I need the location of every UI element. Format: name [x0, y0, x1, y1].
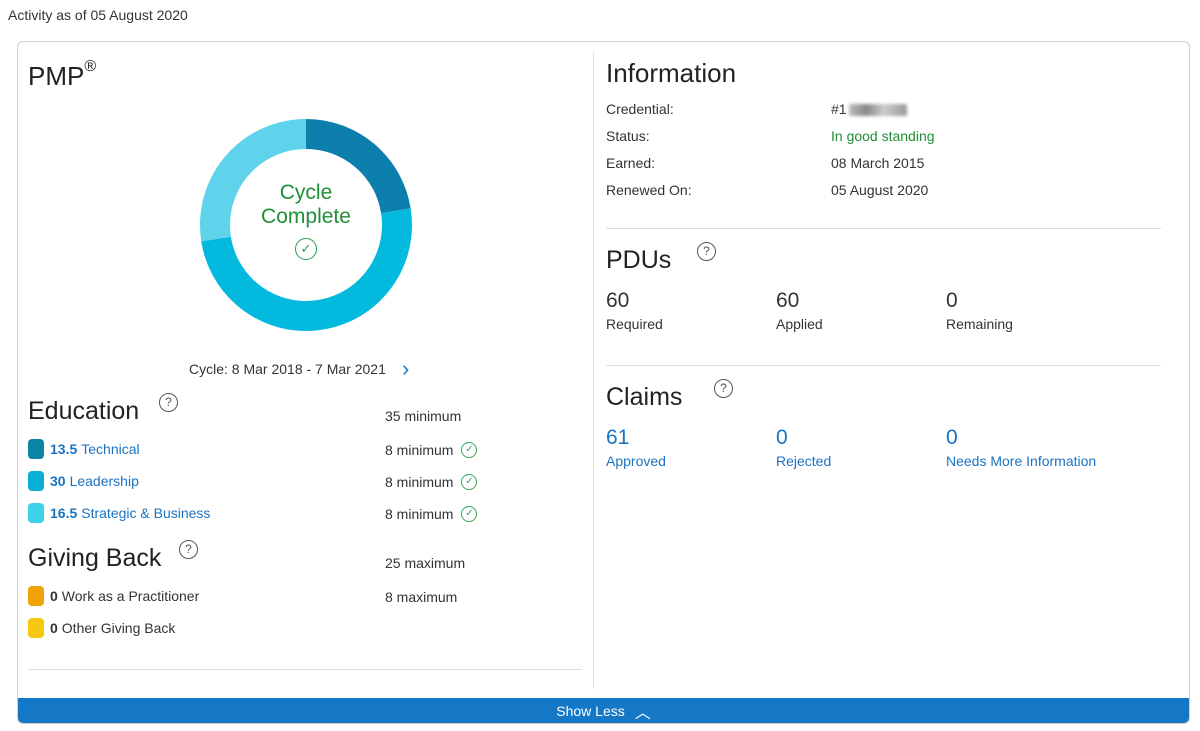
credential-value: #1 — [831, 101, 907, 117]
earned-label: Earned: — [606, 155, 656, 171]
donut-svg — [200, 119, 412, 331]
certification-title: PMP® — [28, 58, 96, 92]
registered-mark: ® — [84, 58, 97, 75]
pdus-applied-value: 60 — [776, 289, 800, 312]
claims-rejected-label[interactable]: Rejected — [776, 453, 832, 469]
renewed-value: 05 August 2020 — [831, 182, 929, 198]
education-help-icon[interactable]: ? — [159, 393, 178, 412]
strategic-label[interactable]: Strategic & Business — [81, 505, 211, 521]
info-divider — [606, 228, 1161, 229]
giving-back-help-icon[interactable]: ? — [179, 540, 198, 559]
strategic-requirement-text: 8 minimum — [385, 506, 454, 522]
other-giving-label: Other Giving Back — [61, 620, 176, 636]
giving-item-other: 0 Other Giving Back — [28, 617, 175, 639]
technical-requirement: 8 minimum ✓ — [385, 442, 478, 458]
leadership-requirement: 8 minimum ✓ — [385, 474, 478, 490]
technical-check-icon: ✓ — [461, 442, 478, 458]
practitioner-requirement: 8 maximum — [385, 589, 458, 605]
education-heading: Education — [28, 397, 140, 425]
strategic-check-icon: ✓ — [461, 506, 478, 522]
pdus-remaining-label: Remaining — [946, 316, 1013, 332]
education-item-leadership[interactable]: 30 Leadership — [28, 470, 139, 492]
credential-label: Credential: — [606, 101, 674, 117]
claims-rejected-value[interactable]: 0 — [776, 426, 788, 449]
pdus-required-value: 60 — [606, 289, 630, 312]
leadership-swatch — [28, 471, 44, 491]
pdus-applied-label: Applied — [776, 316, 823, 332]
cycle-status-line1: Cycle — [279, 181, 333, 204]
claims-heading: Claims — [606, 383, 683, 411]
pdus-heading: PDUs — [606, 246, 672, 274]
activity-date-text: Activity as of 05 August 2020 — [8, 7, 188, 23]
certification-card: PMP® Cycle Complete ✓ Cycle: 8 Mar 2018 … — [17, 41, 1190, 724]
leadership-value[interactable]: 30 — [50, 473, 66, 489]
education-item-strategic[interactable]: 16.5 Strategic & Business — [28, 502, 210, 524]
education-item-technical[interactable]: 13.5 Technical — [28, 438, 140, 460]
strategic-value[interactable]: 16.5 — [50, 505, 78, 521]
claims-needs-info-label[interactable]: Needs More Information — [946, 453, 1097, 469]
pdus-required-label: Required — [606, 316, 663, 332]
giving-back-heading: Giving Back — [28, 544, 162, 572]
technical-swatch — [28, 439, 44, 459]
technical-value[interactable]: 13.5 — [50, 441, 78, 457]
strategic-requirement: 8 minimum ✓ — [385, 506, 478, 522]
education-requirement: 35 minimum — [385, 408, 462, 424]
certification-name: PMP — [28, 61, 85, 91]
panel-divider — [593, 52, 594, 689]
donut-slice-strategic-business — [200, 119, 412, 331]
credential-number: #1 — [831, 101, 847, 117]
strategic-swatch — [28, 503, 44, 523]
certification-panel: PMP® Cycle Complete ✓ Cycle: 8 Mar 2018 … — [18, 42, 592, 700]
practitioner-value: 0 — [50, 588, 58, 604]
cycle-status-text: Cycle Complete — [200, 181, 412, 229]
giving-item-practitioner: 0 Work as a Practitioner — [28, 585, 199, 607]
practitioner-label: Work as a Practitioner — [61, 588, 200, 604]
left-bottom-divider — [28, 669, 582, 670]
other-giving-swatch — [28, 618, 44, 638]
information-heading: Information — [606, 58, 737, 88]
pdus-remaining-value: 0 — [946, 289, 958, 312]
claims-approved-label[interactable]: Approved — [606, 453, 666, 469]
show-less-label: Show Less — [556, 702, 625, 719]
show-less-button[interactable]: Show Less ︿ — [18, 698, 1189, 723]
earned-value: 08 March 2015 — [831, 155, 925, 171]
details-panel: Information Credential: #1 Status: In go… — [594, 42, 1189, 700]
status-value: In good standing — [831, 128, 935, 144]
renewed-label: Renewed On: — [606, 182, 692, 198]
cycle-range-text: Cycle: 8 Mar 2018 - 7 Mar 2021 — [189, 361, 386, 377]
claims-help-icon[interactable]: ? — [714, 379, 733, 398]
technical-requirement-text: 8 minimum — [385, 442, 454, 458]
pdus-help-icon[interactable]: ? — [697, 242, 716, 261]
practitioner-swatch — [28, 586, 44, 606]
leadership-label[interactable]: Leadership — [69, 473, 139, 489]
cycle-donut-chart: Cycle Complete ✓ — [200, 119, 412, 331]
cycle-status-line2: Complete — [261, 205, 351, 228]
status-label: Status: — [606, 128, 650, 144]
leadership-requirement-text: 8 minimum — [385, 474, 454, 490]
leadership-check-icon: ✓ — [461, 474, 478, 490]
credential-redacted — [848, 104, 907, 117]
cycle-complete-check-icon: ✓ — [295, 238, 317, 260]
pdus-divider — [606, 365, 1161, 366]
giving-back-requirement: 25 maximum — [385, 555, 466, 571]
chevron-right-icon[interactable]: › — [402, 356, 410, 381]
other-giving-value: 0 — [50, 620, 58, 636]
technical-label[interactable]: Technical — [81, 441, 140, 457]
claims-approved-value[interactable]: 61 — [606, 426, 630, 449]
claims-needs-info-value[interactable]: 0 — [946, 426, 958, 449]
donut-slice-leadership — [200, 119, 412, 331]
chevron-up-icon: ︿ — [634, 704, 651, 722]
